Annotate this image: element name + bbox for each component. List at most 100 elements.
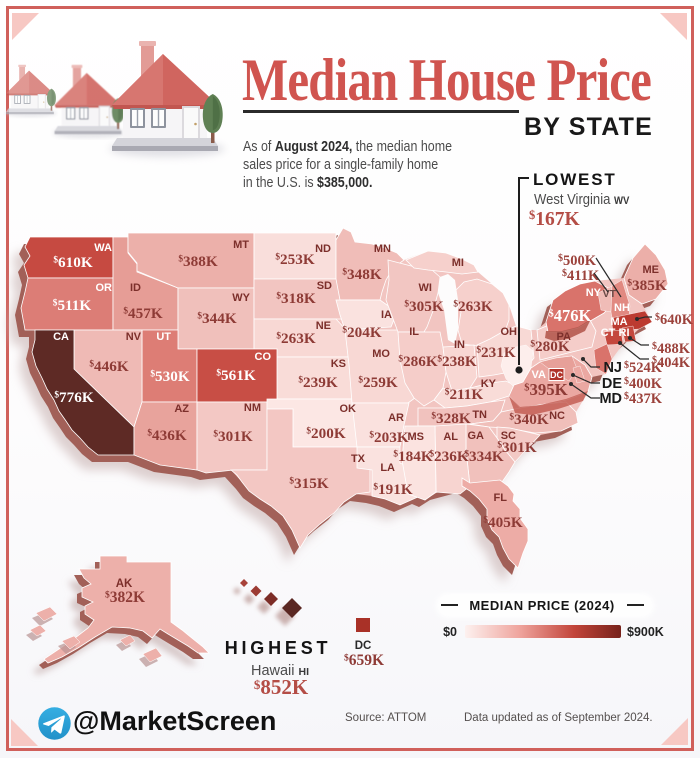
svg-text:IA: IA	[381, 309, 392, 321]
svg-text:MS: MS	[408, 431, 425, 443]
svg-text:$236K: $236K	[429, 448, 468, 465]
svg-text:$167K: $167K	[529, 208, 581, 230]
svg-text:$301K: $301K	[497, 439, 536, 456]
svg-text:MI: MI	[452, 257, 464, 269]
svg-text:$238K: $238K	[437, 353, 476, 370]
svg-text:AK: AK	[116, 578, 133, 590]
svg-text:NJ: NJ	[603, 360, 622, 376]
svg-text:$500K: $500K	[558, 253, 597, 269]
svg-text:$659K: $659K	[344, 652, 384, 669]
svg-text:$457K: $457K	[123, 305, 162, 322]
svg-text:OR: OR	[96, 282, 113, 294]
svg-text:DC: DC	[550, 370, 563, 380]
svg-text:WA: WA	[94, 242, 112, 254]
svg-text:LA: LA	[380, 462, 395, 474]
svg-text:$388K: $388K	[178, 253, 217, 270]
svg-text:$400K: $400K	[624, 376, 663, 392]
svg-text:HIGHEST: HIGHEST	[225, 638, 332, 658]
svg-text:MEDIAN PRICE (2024): MEDIAN PRICE (2024)	[469, 598, 614, 613]
svg-text:$286K: $286K	[398, 353, 437, 370]
svg-text:$280K: $280K	[530, 338, 569, 355]
svg-text:$191K: $191K	[373, 481, 412, 498]
svg-text:$301K: $301K	[213, 428, 252, 445]
svg-text:FL: FL	[494, 492, 508, 504]
svg-text:$530K: $530K	[150, 368, 189, 385]
svg-text:$0: $0	[443, 625, 457, 639]
svg-text:OH: OH	[501, 326, 518, 338]
svg-text:DC: DC	[355, 640, 372, 652]
svg-text:$404K: $404K	[652, 355, 691, 371]
svg-text:UT: UT	[156, 331, 171, 343]
svg-text:$446K: $446K	[89, 358, 128, 375]
svg-text:$488K: $488K	[652, 341, 691, 357]
svg-text:AR: AR	[388, 412, 404, 424]
svg-text:$231K: $231K	[476, 344, 515, 361]
svg-text:$476K: $476K	[549, 306, 592, 325]
svg-text:$263K: $263K	[453, 298, 492, 315]
svg-text:MD: MD	[599, 391, 622, 407]
svg-text:IN: IN	[454, 339, 465, 351]
svg-text:TN: TN	[472, 409, 487, 421]
svg-text:PA: PA	[557, 331, 572, 343]
svg-text:$437K: $437K	[624, 391, 663, 407]
svg-text:$315K: $315K	[289, 475, 328, 492]
svg-text:$395K: $395K	[524, 380, 567, 399]
svg-text:$344K: $344K	[197, 310, 236, 327]
svg-text:NV: NV	[126, 331, 142, 343]
svg-text:$411K: $411K	[562, 268, 600, 284]
svg-text:DE: DE	[602, 376, 622, 392]
svg-text:$900K: $900K	[627, 625, 664, 639]
svg-text:$203K: $203K	[369, 429, 408, 446]
svg-text:MT: MT	[233, 239, 249, 251]
svg-text:NH: NH	[614, 302, 630, 314]
svg-text:$511K: $511K	[53, 297, 92, 314]
svg-text:NE: NE	[316, 320, 331, 332]
svg-text:$239K: $239K	[298, 374, 337, 391]
svg-text:$776K: $776K	[54, 389, 93, 406]
svg-text:VA: VA	[532, 369, 547, 381]
svg-text:$305K: $305K	[404, 298, 443, 315]
svg-text:KS: KS	[331, 358, 346, 370]
svg-text:$253K: $253K	[275, 251, 314, 268]
svg-text:$561K: $561K	[216, 367, 255, 384]
svg-text:SD: SD	[317, 280, 332, 292]
svg-text:$211K: $211K	[445, 386, 484, 403]
svg-text:$200K: $200K	[306, 425, 345, 442]
svg-text:WY: WY	[232, 292, 250, 304]
svg-text:$318K: $318K	[276, 290, 315, 307]
svg-text:ME: ME	[643, 264, 660, 276]
svg-text:TX: TX	[351, 453, 366, 465]
svg-text:ID: ID	[130, 282, 141, 294]
svg-text:$382K: $382K	[105, 589, 145, 606]
svg-text:VT: VT	[603, 288, 617, 300]
svg-text:ND: ND	[315, 243, 331, 255]
svg-text:AL: AL	[443, 431, 458, 443]
svg-text:SC: SC	[501, 430, 516, 442]
svg-text:$348K: $348K	[342, 266, 381, 283]
svg-text:$334K: $334K	[464, 448, 503, 465]
svg-text:$852K: $852K	[254, 675, 309, 699]
svg-text:MO: MO	[372, 348, 390, 360]
svg-text:NM: NM	[244, 402, 261, 414]
svg-text:IL: IL	[409, 326, 419, 338]
svg-text:$610K: $610K	[53, 254, 92, 271]
svg-text:NY: NY	[586, 287, 602, 299]
svg-text:MN: MN	[374, 243, 391, 255]
svg-text:$385K: $385K	[627, 277, 666, 294]
svg-text:$184K: $184K	[393, 448, 432, 465]
svg-text:Hawaii HI: Hawaii HI	[251, 663, 309, 679]
svg-text:CT: CT	[601, 327, 616, 339]
svg-text:$436K: $436K	[147, 427, 186, 444]
svg-text:$259K: $259K	[358, 374, 397, 391]
svg-text:$524K: $524K	[624, 360, 663, 376]
svg-text:AZ: AZ	[174, 403, 189, 415]
svg-text:MA: MA	[610, 316, 627, 328]
svg-text:$328K: $328K	[431, 410, 470, 427]
svg-text:$640K: $640K	[655, 312, 694, 328]
svg-text:$204K: $204K	[342, 324, 381, 341]
svg-text:LOWEST: LOWEST	[533, 170, 617, 189]
svg-text:$405K: $405K	[483, 514, 522, 531]
svg-text:KY: KY	[481, 378, 497, 390]
svg-text:RI: RI	[619, 327, 630, 339]
svg-text:$340K: $340K	[509, 411, 548, 428]
